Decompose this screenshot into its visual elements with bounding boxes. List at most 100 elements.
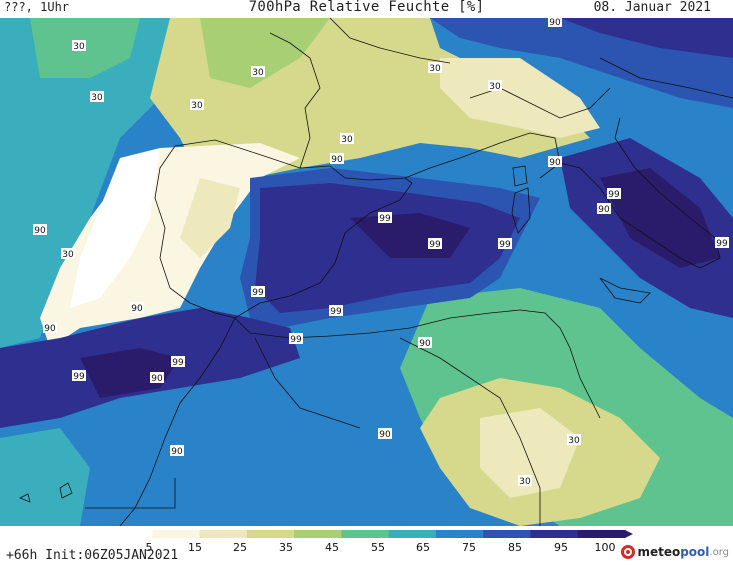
svg-text:90: 90 [379, 430, 391, 440]
humidity-field: 30 30 30 30 30 30 30 30 90 90 90 90 90 9… [0, 18, 733, 526]
contour-label: 30 [518, 475, 532, 487]
colorbar-tick: 45 [325, 541, 339, 554]
valid-date-label: 08. Januar 2021 [593, 0, 711, 15]
colorbar-cell [577, 530, 626, 538]
contour-label: 90 [548, 18, 562, 28]
logo-text-main: meteo [637, 545, 681, 559]
meteopool-logo-icon [621, 545, 636, 559]
colorbar-cell [483, 530, 531, 538]
svg-text:30: 30 [73, 42, 85, 52]
valid-time-label: ???, 1Uhr [4, 0, 70, 14]
colorbar-cell [341, 530, 390, 538]
contour-label: 90 [150, 372, 164, 384]
humidity-zone-italy-core [600, 168, 720, 268]
colorbar-tick: 100 [594, 541, 616, 554]
contour-label: 30 [340, 133, 354, 145]
contour-label: 90 [330, 153, 344, 165]
contour-label: 30 [488, 80, 502, 92]
colorbar-tick: 5 [145, 541, 153, 554]
contour-label: 30 [190, 99, 204, 111]
svg-text:30: 30 [489, 82, 501, 92]
contour-label: 99 [289, 333, 303, 345]
humidity-zone-atlantic-core [80, 348, 180, 398]
colorbar-cell [152, 530, 201, 538]
colorbar-arrow-right [625, 530, 633, 538]
contour-label: 99 [498, 238, 512, 250]
svg-text:99: 99 [716, 239, 728, 249]
contour-label: 90 [170, 445, 184, 457]
humidity-zone-iberia-white [70, 148, 160, 308]
contour-label: 30 [567, 434, 581, 446]
colorbar-cell [530, 530, 579, 538]
svg-text:99: 99 [499, 240, 511, 250]
contour-labels: 30 30 30 30 30 30 30 30 90 90 90 90 90 9… [33, 18, 729, 487]
svg-text:30: 30 [519, 477, 531, 487]
contour-label: 90 [418, 337, 432, 349]
contour-label: 99 [607, 188, 621, 200]
colorbar-tick: 95 [554, 541, 568, 554]
humidity-zone-iberia-khaki [180, 178, 240, 258]
svg-text:90: 90 [151, 374, 163, 384]
svg-text:90: 90 [131, 304, 143, 314]
contour-label: 30 [61, 248, 75, 260]
colorbar-cell [388, 530, 437, 538]
svg-text:30: 30 [91, 93, 103, 103]
contour-label: 99 [72, 370, 86, 382]
contour-label: 99 [715, 237, 729, 249]
contour-label: 30 [90, 91, 104, 103]
svg-text:90: 90 [44, 324, 56, 334]
colorbar-tick: 25 [233, 541, 247, 554]
colorbar-cell [105, 530, 153, 538]
svg-text:99: 99 [290, 335, 302, 345]
svg-text:99: 99 [429, 240, 441, 250]
map-header: ???, 1Uhr 700hPa Relative Feuchte [%] 08… [0, 0, 733, 18]
colorbar-tick: 15 [188, 541, 202, 554]
humidity-zone-sw [0, 428, 90, 526]
contour-label: 90 [33, 224, 47, 236]
map-title: 700hPa Relative Feuchte [%] [248, 0, 485, 15]
svg-text:99: 99 [608, 190, 620, 200]
svg-text:90: 90 [34, 226, 46, 236]
humidity-zone-north-core [560, 18, 733, 58]
contour-label: 90 [597, 203, 611, 215]
colorbar-tick: 55 [371, 541, 385, 554]
logo-text-org: .org [709, 546, 729, 558]
colorbar-tick: 65 [416, 541, 430, 554]
svg-text:99: 99 [172, 358, 184, 368]
meteopool-logo[interactable]: meteo pool .org [621, 545, 729, 559]
colorbar-cell [294, 530, 342, 538]
contour-label: 90 [43, 322, 57, 334]
colorbar-tick: 35 [279, 541, 293, 554]
svg-text:30: 30 [568, 436, 580, 446]
humidity-zone-sahara-pale [480, 408, 580, 498]
colorbar-cell [435, 530, 484, 538]
svg-text:90: 90 [419, 339, 431, 349]
humidity-map[interactable]: 30 30 30 30 30 30 30 30 90 90 90 90 90 9… [0, 18, 733, 526]
colorbar-tick: 75 [462, 541, 476, 554]
svg-text:30: 30 [252, 68, 264, 78]
contour-label: 30 [251, 66, 265, 78]
svg-text:99: 99 [379, 214, 391, 224]
contour-label: 90 [378, 428, 392, 440]
svg-text:99: 99 [73, 372, 85, 382]
coastlines [19, 18, 733, 526]
colorbar [105, 530, 633, 538]
contour-label: 99 [378, 212, 392, 224]
colorbar-ticks: 5 15 25 35 45 55 65 75 85 95 100 [105, 541, 625, 557]
map-footer: 5 15 25 35 45 55 65 75 85 95 100 +66h In… [0, 526, 733, 566]
contour-label: 90 [130, 302, 144, 314]
svg-text:30: 30 [62, 250, 74, 260]
svg-text:90: 90 [598, 205, 610, 215]
contour-label: 99 [329, 305, 343, 317]
svg-text:30: 30 [191, 101, 203, 111]
svg-text:90: 90 [549, 158, 561, 168]
svg-text:30: 30 [341, 135, 353, 145]
colorbar-tick: 85 [508, 541, 522, 554]
svg-text:90: 90 [549, 18, 561, 28]
contour-label: 99 [251, 286, 265, 298]
contour-label: 30 [428, 62, 442, 74]
colorbar-cell [246, 530, 295, 538]
contour-label: 30 [72, 40, 86, 52]
colorbar-cells [105, 530, 626, 538]
contour-label: 99 [428, 238, 442, 250]
